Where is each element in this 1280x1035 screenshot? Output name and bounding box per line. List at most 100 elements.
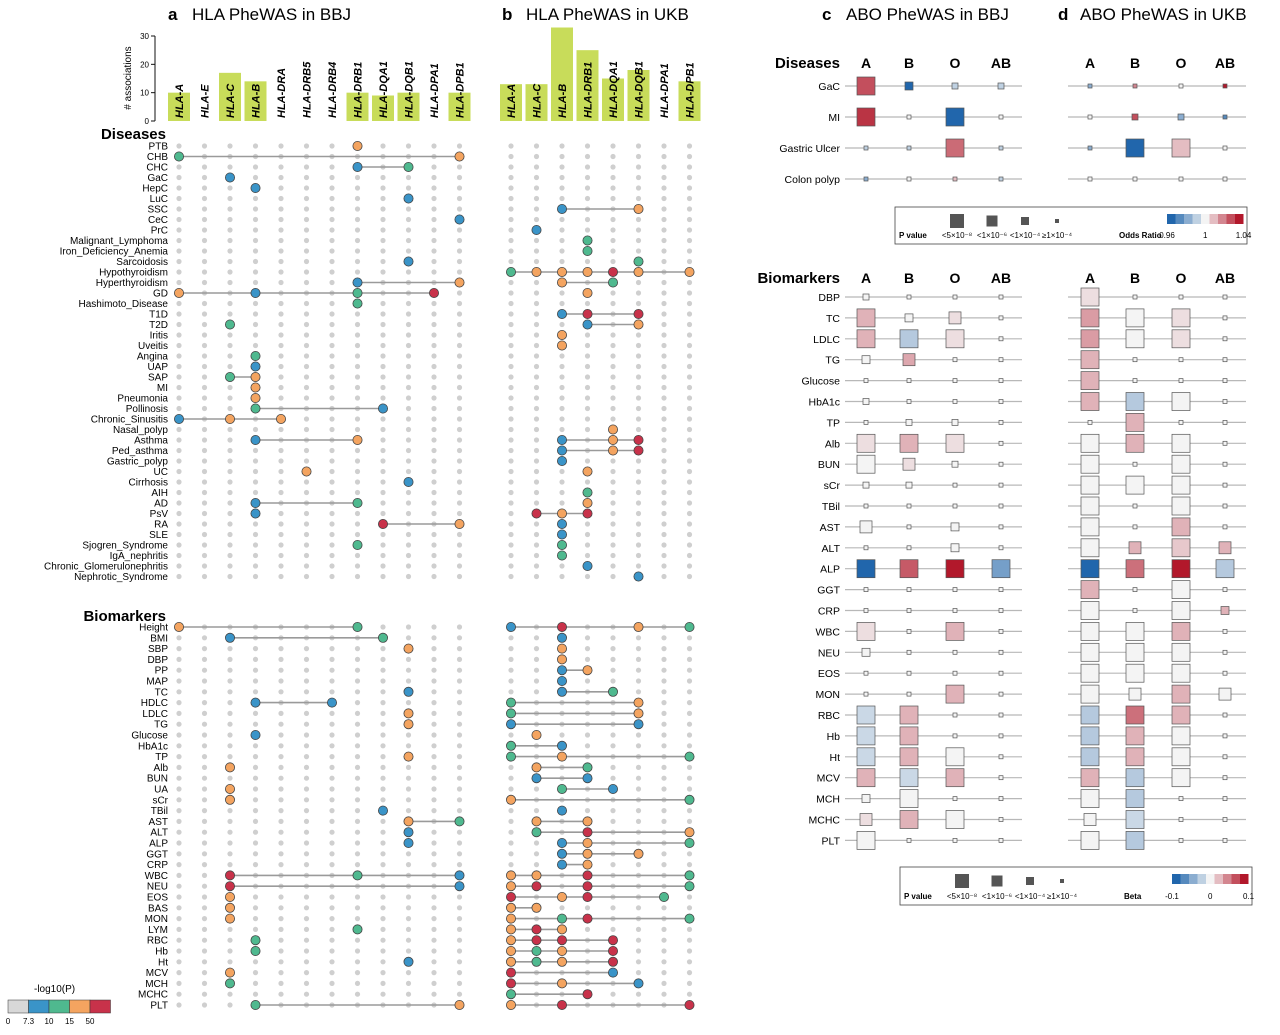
- disease-row-label: UAP: [147, 362, 168, 373]
- abo-effect-square: [1087, 145, 1093, 151]
- background-dot: [508, 646, 514, 652]
- background-dot: [176, 573, 182, 580]
- abo-effect-square: [863, 691, 869, 697]
- background-dot: [635, 290, 642, 296]
- background-dot: [354, 764, 361, 771]
- background-dot: [227, 437, 233, 443]
- background-dot: [686, 185, 693, 191]
- abo-effect-square: [952, 733, 958, 739]
- background-dot: [431, 656, 437, 663]
- abo-effect-square: [1080, 454, 1100, 474]
- association-dot: [557, 751, 568, 762]
- association-dot: [250, 287, 261, 298]
- background-dot: [380, 489, 386, 496]
- background-dot: [508, 510, 514, 517]
- association-dot: [224, 913, 235, 924]
- abo-legend-size-square: [955, 874, 969, 888]
- association-dot: [505, 967, 516, 978]
- abo-effect-square: [1222, 83, 1228, 89]
- background-dot: [686, 216, 693, 223]
- background-dot: [610, 635, 616, 641]
- background-dot: [661, 531, 667, 538]
- background-dot: [176, 174, 182, 181]
- background-dot: [329, 531, 335, 538]
- background-dot: [635, 468, 642, 475]
- background-dot: [354, 216, 361, 223]
- abo-effect-square: [1087, 83, 1093, 89]
- background-dot: [227, 426, 233, 433]
- background-dot: [303, 269, 310, 275]
- background-dot: [661, 926, 667, 933]
- association-dot: [608, 967, 619, 978]
- association-dot: [454, 214, 465, 225]
- association-dot: [224, 762, 235, 773]
- background-dot: [303, 521, 310, 527]
- abo-effect-square: [1080, 831, 1100, 850]
- background-dot: [635, 237, 642, 244]
- background-dot: [456, 851, 463, 857]
- background-dot: [354, 678, 361, 684]
- abo-effect-square: [998, 378, 1004, 383]
- background-dot: [610, 678, 616, 684]
- background-dot: [635, 542, 642, 548]
- background-dot: [380, 743, 386, 749]
- background-dot: [686, 552, 693, 559]
- association-dot: [505, 989, 516, 1000]
- background-dot: [508, 321, 514, 328]
- background-dot: [686, 206, 693, 212]
- background-dot: [201, 743, 208, 749]
- background-dot: [176, 883, 182, 889]
- background-dot: [252, 479, 259, 485]
- abo-effect-square: [1171, 601, 1191, 620]
- background-dot: [431, 980, 437, 987]
- background-dot: [431, 905, 437, 911]
- abo-effect-square: [1222, 176, 1228, 182]
- abo-effect-square: [1132, 378, 1138, 383]
- disease-row-label: CHC: [146, 163, 168, 174]
- abo-legend-size-label: <5×10⁻⁸: [947, 892, 977, 901]
- association-dot: [352, 161, 363, 172]
- disease-row-label: Nephrotic_Syndrome: [74, 572, 168, 583]
- background-dot: [431, 635, 437, 641]
- background-dot: [278, 143, 284, 149]
- background-dot: [252, 206, 259, 212]
- background-dot: [252, 552, 259, 559]
- background-dot: [431, 447, 437, 454]
- background-dot: [176, 786, 182, 792]
- abo-effect-square: [863, 378, 869, 383]
- association-dot: [505, 740, 516, 751]
- background-dot: [303, 916, 310, 922]
- abo-effect-square: [1125, 642, 1145, 662]
- background-dot: [201, 237, 208, 244]
- background-dot: [278, 916, 284, 922]
- abo-effect-square: [861, 794, 871, 803]
- abo-effect-square: [863, 545, 869, 551]
- background-dot: [176, 894, 182, 900]
- association-dot: [454, 519, 465, 530]
- background-dot: [431, 353, 437, 359]
- background-dot: [303, 775, 310, 781]
- background-dot: [303, 786, 310, 792]
- background-dot: [278, 797, 284, 803]
- abo-effect-square: [1171, 559, 1191, 579]
- background-dot: [329, 248, 335, 254]
- abo-effect-square: [998, 775, 1004, 781]
- background-dot: [380, 840, 386, 846]
- background-dot: [278, 678, 284, 684]
- background-dot: [610, 862, 616, 868]
- background-dot: [431, 754, 437, 760]
- abo-effect-square: [998, 420, 1004, 425]
- association-dot: [352, 434, 363, 445]
- background-dot: [176, 206, 182, 212]
- background-dot: [431, 851, 437, 857]
- background-dot: [635, 227, 642, 233]
- disease-row-label: PTB: [149, 142, 169, 153]
- background-dot: [533, 447, 540, 454]
- abo-effect-square: [945, 768, 965, 788]
- abo-effect-square: [1178, 294, 1184, 300]
- background-dot: [431, 573, 437, 580]
- abo-effect-square: [998, 817, 1004, 822]
- background-dot: [201, 384, 208, 391]
- background-dot: [533, 786, 540, 792]
- abo-effect-square: [952, 294, 958, 300]
